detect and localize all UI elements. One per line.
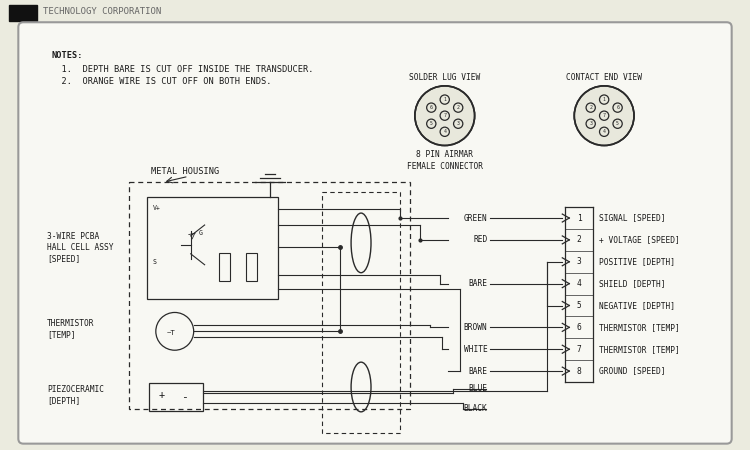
Text: 2.  ORANGE WIRE IS CUT OFF ON BOTH ENDS.: 2. ORANGE WIRE IS CUT OFF ON BOTH ENDS.: [51, 77, 272, 86]
Text: METAL HOUSING: METAL HOUSING: [151, 167, 219, 176]
Text: 6: 6: [430, 105, 433, 110]
Text: 4: 4: [577, 279, 581, 288]
Text: BLACK: BLACK: [464, 405, 488, 414]
Text: GROUND [SPEED]: GROUND [SPEED]: [599, 367, 666, 376]
Text: 2: 2: [590, 105, 592, 110]
Text: NEGATIVE [DEPTH]: NEGATIVE [DEPTH]: [599, 301, 675, 310]
Text: 4: 4: [603, 129, 605, 134]
Text: ~T: ~T: [166, 330, 176, 336]
Text: RED: RED: [473, 235, 488, 244]
Text: 3-WIRE PCBA
HALL CELL ASSY
[SPEED]: 3-WIRE PCBA HALL CELL ASSY [SPEED]: [47, 232, 114, 263]
Text: 7: 7: [443, 113, 446, 118]
FancyBboxPatch shape: [9, 5, 38, 21]
Text: 5: 5: [616, 121, 619, 126]
Bar: [129, 182, 410, 409]
Text: 2: 2: [457, 105, 460, 110]
Text: POSITIVE [DEPTH]: POSITIVE [DEPTH]: [599, 257, 675, 266]
Text: TECHNOLOGY CORPORATION: TECHNOLOGY CORPORATION: [44, 7, 161, 16]
Text: WHITE: WHITE: [464, 345, 488, 354]
Text: BLUE: BLUE: [469, 384, 488, 393]
Bar: [322, 192, 400, 433]
Text: 7: 7: [603, 113, 605, 118]
Bar: [247, 253, 257, 281]
Text: V+: V+: [153, 205, 160, 211]
Text: BARE: BARE: [469, 279, 488, 288]
Text: THERMISTOR
[TEMP]: THERMISTOR [TEMP]: [47, 320, 94, 339]
Text: G: G: [199, 230, 202, 236]
Circle shape: [415, 86, 475, 145]
Text: THERMISTOR [TEMP]: THERMISTOR [TEMP]: [599, 345, 680, 354]
Text: CONTACT END VIEW: CONTACT END VIEW: [566, 73, 642, 82]
Text: SOLDER LUG VIEW: SOLDER LUG VIEW: [409, 73, 480, 82]
Text: SHIELD [DEPTH]: SHIELD [DEPTH]: [599, 279, 666, 288]
Text: NOTES:: NOTES:: [51, 51, 82, 60]
Text: SIGNAL [SPEED]: SIGNAL [SPEED]: [599, 214, 666, 223]
Text: -: -: [181, 392, 188, 402]
Text: 1.  DEPTH BARE IS CUT OFF INSIDE THE TRANSDUCER.: 1. DEPTH BARE IS CUT OFF INSIDE THE TRAN…: [51, 65, 314, 74]
Text: BROWN: BROWN: [464, 323, 488, 332]
Text: 1: 1: [577, 214, 581, 223]
Circle shape: [574, 86, 634, 145]
Text: S: S: [153, 259, 157, 265]
Bar: [218, 253, 229, 281]
Text: BARE: BARE: [469, 367, 488, 376]
Text: 1: 1: [603, 97, 605, 102]
Text: 3: 3: [590, 121, 592, 126]
Text: 5: 5: [577, 301, 581, 310]
Text: 5: 5: [430, 121, 433, 126]
Text: +: +: [159, 390, 165, 400]
Text: 8: 8: [577, 367, 581, 376]
Text: GREEN: GREEN: [464, 214, 488, 223]
Bar: [147, 197, 278, 298]
Bar: [148, 383, 202, 411]
Text: + VOLTAGE [SPEED]: + VOLTAGE [SPEED]: [599, 235, 680, 244]
FancyBboxPatch shape: [18, 22, 732, 444]
Text: PIEZOCERAMIC
[DEPTH]: PIEZOCERAMIC [DEPTH]: [47, 385, 104, 405]
Text: 8 PIN AIRMAR
FEMALE CONNECTOR: 8 PIN AIRMAR FEMALE CONNECTOR: [406, 150, 483, 171]
Text: 4: 4: [443, 129, 446, 134]
Text: 3: 3: [577, 257, 581, 266]
Text: 2: 2: [577, 235, 581, 244]
Text: 6: 6: [616, 105, 619, 110]
Text: 7: 7: [577, 345, 581, 354]
Text: 6: 6: [577, 323, 581, 332]
Text: 1: 1: [443, 97, 446, 102]
Text: 3: 3: [457, 121, 460, 126]
Text: THERMISTOR [TEMP]: THERMISTOR [TEMP]: [599, 323, 680, 332]
